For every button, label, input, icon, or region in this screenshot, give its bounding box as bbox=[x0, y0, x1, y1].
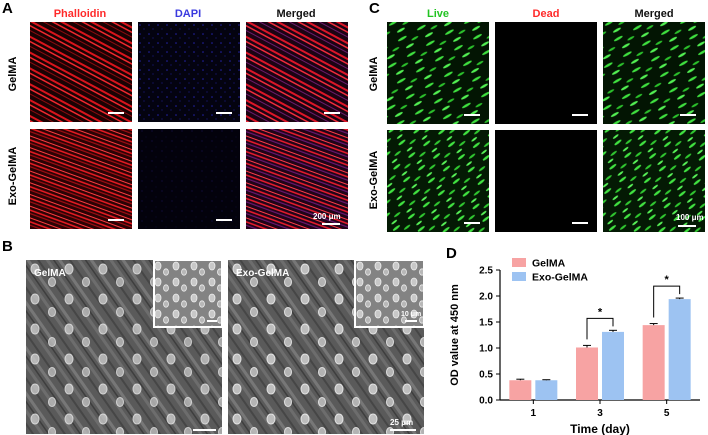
legend-swatch-gelma bbox=[512, 258, 526, 267]
x-tick-label: 5 bbox=[664, 408, 670, 419]
scale-bar bbox=[108, 219, 124, 221]
merged-live-dead-gelma-image bbox=[603, 22, 705, 124]
x-tick-label: 3 bbox=[597, 408, 603, 419]
scale-bar bbox=[572, 114, 588, 116]
panel-a-row-gelma: GelMA bbox=[7, 56, 19, 92]
panel-c-col-dead: Dead bbox=[532, 8, 560, 20]
scale-bar bbox=[108, 112, 124, 114]
bar-exo-gelma-day-3 bbox=[602, 331, 624, 400]
bar-gelma-day-5 bbox=[642, 325, 665, 400]
y-tick-label: 0.0 bbox=[479, 396, 493, 407]
scale-bar bbox=[464, 114, 480, 116]
y-tick-label: 1.5 bbox=[479, 318, 493, 329]
scale-bar bbox=[390, 429, 416, 431]
panel-c-row-exo-gelma: Exo-GelMA bbox=[368, 150, 380, 210]
panel-c-col-merged: Merged bbox=[634, 8, 674, 20]
y-tick-label: 0.5 bbox=[479, 370, 493, 381]
phalloidin-gelma-image bbox=[30, 22, 132, 122]
scale-bar bbox=[464, 222, 480, 224]
scale-bar bbox=[193, 429, 216, 431]
scale-bar bbox=[216, 219, 232, 221]
bar-exo-gelma-day-1 bbox=[535, 380, 558, 400]
scale-bar bbox=[680, 114, 696, 116]
x-tick-label: 1 bbox=[531, 408, 537, 419]
panel-a-col-phalloidin: Phalloidin bbox=[53, 8, 107, 20]
significance-bracket bbox=[586, 317, 614, 340]
significance-label: * bbox=[598, 306, 603, 318]
live-gelma-image bbox=[387, 22, 489, 124]
inset-scale-bar bbox=[405, 320, 417, 322]
scale-bar bbox=[678, 225, 696, 227]
scale-bar bbox=[324, 112, 340, 114]
legend-label-exo-gelma: Exo-GelMA bbox=[532, 272, 588, 284]
merged-live-dead-exo-gelma-image bbox=[603, 130, 705, 232]
merged-gelma-image bbox=[246, 22, 348, 122]
bar-gelma-day-1 bbox=[509, 380, 532, 400]
sem-gelma-label: GelMA bbox=[34, 268, 66, 279]
dead-exo-gelma-image bbox=[495, 130, 597, 232]
dapi-exo-gelma-image bbox=[138, 129, 240, 229]
scale-bar bbox=[216, 112, 232, 114]
panel-c-label: C bbox=[369, 0, 380, 17]
bar-gelma-day-3 bbox=[576, 347, 598, 400]
y-axis-label: OD value at 450 nm bbox=[449, 284, 461, 386]
legend-label-gelma: GelMA bbox=[532, 258, 566, 270]
panel-b-scale-label: 25 μm bbox=[390, 418, 414, 427]
panel-a-label: A bbox=[2, 0, 13, 17]
od-bar-chart: 0.0 0.5 1.0 1.5 2.0 2.5 1 3 5 * * Time (day) OD valu… bbox=[449, 258, 700, 435]
dead-gelma-image bbox=[495, 22, 597, 124]
panel-d-label: D bbox=[446, 245, 457, 262]
x-axis-label: Time (day) bbox=[570, 422, 630, 435]
scale-bar bbox=[572, 222, 588, 224]
y-tick-label: 2.0 bbox=[479, 292, 493, 303]
panel-b-label: B bbox=[2, 238, 13, 255]
sem-exo-gelma-image bbox=[228, 260, 424, 434]
inset-scale-bar bbox=[207, 320, 217, 322]
merged-exo-gelma-image bbox=[246, 129, 348, 229]
phalloidin-exo-gelma-image bbox=[30, 129, 132, 229]
live-exo-gelma-image bbox=[387, 130, 489, 232]
panel-c-col-live: Live bbox=[426, 8, 449, 20]
panel-a-scale-label: 200 μm bbox=[313, 212, 341, 221]
y-tick-label: 1.0 bbox=[479, 344, 493, 355]
dapi-gelma-image bbox=[138, 22, 240, 122]
panel-c-row-gelma: GelMA bbox=[368, 56, 380, 92]
sem-gelma-image bbox=[26, 260, 222, 434]
significance-label: * bbox=[665, 274, 670, 286]
panel-c-scale-label: 100 μm bbox=[676, 213, 704, 222]
bar-exo-gelma-day-5 bbox=[668, 299, 691, 400]
panel-a-row-exo-gelma: Exo-GelMA bbox=[7, 146, 19, 206]
sem-exo-gelma-label: Exo-GelMA bbox=[236, 268, 290, 279]
scale-bar bbox=[322, 223, 340, 225]
legend-swatch-exo-gelma bbox=[512, 272, 526, 281]
inset-scale-label: 10 μm bbox=[401, 311, 422, 318]
panel-a-col-merged: Merged bbox=[276, 8, 316, 20]
y-tick-label: 2.5 bbox=[479, 266, 493, 277]
panel-a-col-dapi: DAPI bbox=[174, 8, 202, 20]
significance-bracket bbox=[653, 285, 681, 318]
